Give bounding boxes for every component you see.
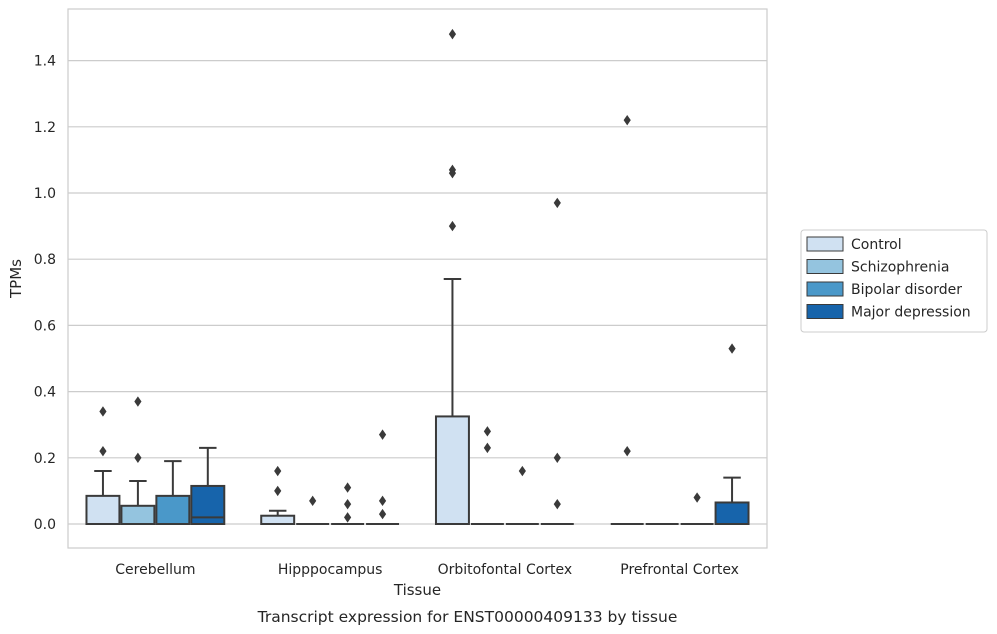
box-major-depression — [714, 476, 750, 525]
x-tick-label: Cerebellum — [115, 562, 195, 578]
outlier-point — [274, 485, 282, 497]
outlier-point — [344, 482, 352, 493]
box-body — [434, 415, 470, 525]
outlier-point — [134, 452, 142, 463]
legend-label: Control — [851, 237, 902, 253]
box-bipolar-disorder — [155, 460, 191, 525]
box-body — [85, 494, 121, 525]
outlier-point — [553, 452, 561, 463]
y-axis-label: TPMs — [7, 259, 25, 299]
outlier-point — [623, 114, 631, 126]
outlier-point — [553, 197, 561, 209]
outlier-points — [99, 28, 736, 523]
outlier-point — [448, 164, 457, 176]
y-tick-label: 1.2 — [34, 120, 56, 136]
outlier-point — [344, 498, 352, 510]
legend-label: Major depression — [851, 305, 971, 321]
box-body — [260, 514, 296, 525]
y-tick-label: 1.0 — [34, 186, 56, 202]
outlier-point — [623, 445, 631, 457]
legend-frame — [800, 229, 988, 333]
outlier-point — [309, 495, 317, 507]
outlier-point — [99, 406, 107, 417]
legend-label: Bipolar disorder — [851, 282, 962, 298]
outlier-point — [553, 498, 561, 510]
box-body — [120, 504, 156, 526]
outlier-point — [134, 396, 142, 407]
legend-swatch — [806, 304, 844, 319]
x-tick-label: Orbitofontal Cortex — [438, 562, 573, 578]
box-control — [434, 278, 470, 525]
box-major-depression — [190, 446, 226, 525]
y-tick-label: 1.4 — [34, 54, 56, 70]
outlier-point — [518, 465, 526, 477]
y-tick-label: 0.6 — [34, 318, 56, 334]
y-tick-labels: 0.0 0.2 0.4 0.6 0.8 1.0 1.2 1.4 — [34, 54, 56, 533]
legend: Control Schizophrenia Bipolar disorder Majo… — [800, 229, 988, 333]
outlier-point — [483, 442, 491, 454]
legend-swatch — [806, 281, 844, 297]
box-control — [260, 509, 296, 525]
outlier-point — [378, 429, 387, 440]
box-body — [714, 501, 750, 525]
outlier-point — [378, 508, 387, 520]
outlier-point — [378, 495, 387, 507]
y-tick-label: 0.4 — [34, 385, 56, 401]
legend-swatch — [806, 236, 844, 252]
x-axis-label: Tissue — [393, 581, 441, 599]
y-tick-label: 0.8 — [34, 252, 56, 268]
y-tick-label: 0.2 — [34, 451, 56, 467]
boxes — [85, 278, 750, 526]
x-tick-labels: Cerebellum Hipppocampus Orbitofontal Corte… — [115, 562, 739, 578]
y-tick-label: 0.0 — [34, 517, 56, 533]
x-tick-label: Hipppocampus — [278, 562, 383, 578]
plot-frame — [67, 8, 768, 549]
outlier-point — [448, 220, 457, 232]
outlier-point — [693, 492, 701, 503]
outlier-point — [344, 512, 352, 523]
chart-caption: Transcript expression for ENST0000040913… — [257, 608, 678, 626]
outlier-point — [99, 445, 107, 457]
grid-lines — [68, 59, 767, 525]
outlier-point — [448, 28, 457, 40]
outlier-point — [483, 426, 491, 437]
box-control — [85, 470, 121, 525]
x-tick-label: Prefrontal Cortex — [620, 562, 739, 578]
outlier-point — [728, 343, 736, 354]
legend-swatch — [806, 259, 844, 274]
box-schizophrenia — [120, 479, 156, 526]
box-body — [155, 494, 191, 525]
legend-label: Schizophrenia — [851, 260, 949, 276]
outlier-point — [274, 465, 282, 477]
